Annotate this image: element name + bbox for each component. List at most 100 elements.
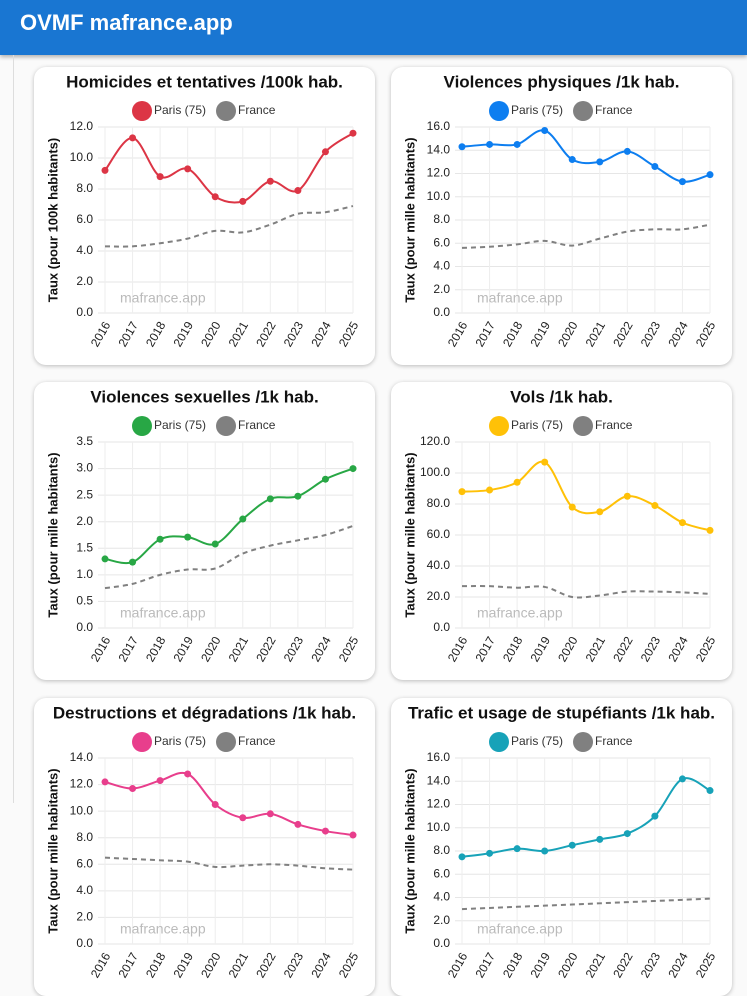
data-point	[541, 847, 549, 855]
chart-title: Homicides et tentatives /100k hab.	[66, 72, 343, 91]
y-tick-label: 12.0	[427, 797, 451, 811]
y-axis-title: Taux (pour mille habitants)	[402, 137, 417, 302]
x-tick-label: 2016	[445, 950, 471, 980]
x-tick-label: 2023	[638, 634, 664, 664]
data-point	[349, 465, 357, 473]
data-point	[458, 143, 466, 151]
chart-title: Vols /1k hab.	[510, 387, 613, 406]
x-tick-label: 2020	[555, 950, 581, 980]
chart: Trafic et usage de stupéfiants /1k hab. P…	[402, 703, 718, 980]
data-point	[239, 197, 247, 205]
data-point	[101, 555, 109, 563]
y-tick-label: 14.0	[427, 773, 451, 787]
x-tick-label: 2023	[281, 950, 307, 980]
data-point	[623, 147, 631, 155]
data-point	[156, 777, 164, 785]
x-tick-label: 2017	[115, 319, 141, 349]
chart: Homicides et tentatives /100k hab. Paris …	[45, 72, 362, 349]
y-tick-label: 2.5	[76, 487, 93, 501]
data-point	[651, 163, 659, 171]
y-tick-label: 0.0	[433, 936, 450, 950]
watermark: mafrance.app	[120, 921, 206, 937]
x-tick-label: 2025	[693, 319, 719, 349]
y-tick-label: 40.0	[427, 558, 451, 572]
legend-label: Paris (75)	[154, 734, 206, 748]
chart-title: Destructions et dégradations /1k hab.	[53, 703, 356, 722]
x-tick-label: 2021	[583, 319, 609, 349]
data-point	[651, 502, 659, 510]
data-point	[568, 841, 576, 849]
y-tick-label: 16.0	[427, 750, 451, 764]
x-tick-label: 2024	[308, 950, 334, 980]
x-tick-label: 2018	[143, 634, 169, 664]
legend-swatch	[216, 101, 237, 121]
y-tick-label: 16.0	[427, 119, 451, 133]
x-tick-label: 2021	[226, 319, 252, 349]
legend-label: Paris (75)	[511, 734, 563, 748]
y-tick-label: 8.0	[433, 843, 450, 857]
x-tick-label: 2025	[336, 319, 362, 349]
x-tick-label: 2020	[555, 319, 581, 349]
chart: Destructions et dégradations /1k hab. Par…	[45, 703, 361, 980]
data-point	[596, 158, 604, 166]
x-tick-label: 2023	[281, 634, 307, 664]
legend-swatch	[489, 416, 509, 436]
y-tick-label: 60.0	[427, 527, 451, 541]
data-point	[266, 810, 274, 818]
data-point	[678, 519, 686, 527]
x-tick-label: 2020	[198, 950, 224, 980]
legend-label: France	[238, 734, 276, 748]
data-point	[706, 787, 714, 795]
series-line	[461, 897, 711, 911]
data-point	[568, 156, 576, 164]
x-tick-label: 2017	[115, 950, 141, 980]
x-tick-label: 2025	[693, 634, 719, 664]
y-tick-label: 4.0	[76, 243, 93, 257]
y-axis-title: Taux (pour mille habitants)	[402, 768, 417, 933]
series-line	[104, 205, 354, 248]
watermark: mafrance.app	[477, 921, 563, 937]
x-tick-label: 2016	[88, 950, 114, 980]
data-point	[129, 558, 137, 566]
x-tick-label: 2024	[665, 319, 691, 349]
data-point	[294, 187, 302, 195]
y-tick-label: 20.0	[427, 589, 451, 603]
data-point	[211, 193, 219, 201]
data-point	[486, 849, 494, 857]
y-tick-label: 2.0	[76, 910, 93, 924]
y-tick-label: 10.0	[427, 820, 451, 834]
data-point	[211, 540, 219, 548]
legend-swatch	[132, 416, 152, 436]
watermark: mafrance.app	[120, 290, 206, 306]
y-axis-title: Taux (pour mille habitants)	[402, 452, 417, 617]
watermark: mafrance.app	[477, 605, 563, 621]
y-tick-label: 4.0	[433, 890, 450, 904]
data-point	[541, 458, 549, 466]
data-point	[486, 140, 494, 148]
data-point	[513, 140, 521, 148]
data-point	[239, 515, 247, 523]
y-tick-label: 2.0	[433, 282, 450, 296]
chart-title: Violences physiques /1k hab.	[444, 72, 680, 91]
legend-swatch	[489, 732, 509, 752]
x-tick-label: 2022	[253, 319, 279, 349]
x-tick-label: 2022	[253, 950, 279, 980]
y-tick-label: 14.0	[70, 750, 94, 764]
data-point	[294, 820, 302, 828]
y-tick-label: 6.0	[76, 856, 93, 870]
x-tick-label: 2023	[638, 319, 664, 349]
y-tick-label: 6.0	[433, 235, 450, 249]
data-point	[623, 830, 631, 838]
y-tick-label: 3.5	[76, 434, 93, 448]
data-point	[596, 508, 604, 516]
chart: Vols /1k hab. Paris (75) France 0.0 20.0 40.0…	[402, 387, 719, 664]
data-point	[101, 166, 109, 174]
x-tick-label: 2024	[308, 634, 334, 664]
legend-swatch	[132, 732, 152, 752]
legend-label: France	[238, 418, 276, 432]
data-point	[596, 835, 604, 843]
x-tick-label: 2022	[610, 950, 636, 980]
x-tick-label: 2020	[198, 634, 224, 664]
y-tick-label: 1.0	[76, 567, 93, 581]
